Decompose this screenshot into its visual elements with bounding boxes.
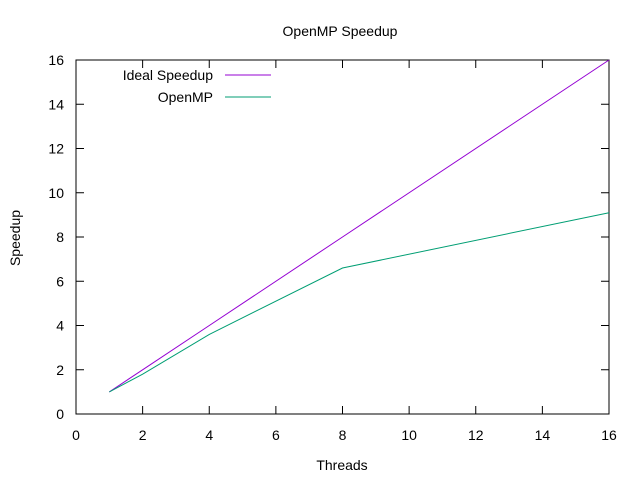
x-tick-label: 14 xyxy=(535,427,551,443)
x-tick-label: 12 xyxy=(468,427,484,443)
axis-tick-labels: 0 2 4 6 8 10 12 14 16 0 2 4 6 8 10 12 14 16 xyxy=(48,52,617,443)
x-tick-label: 4 xyxy=(205,427,213,443)
x-tick-label: 16 xyxy=(601,427,617,443)
x-tick-label: 2 xyxy=(139,427,147,443)
legend-label-ideal-speedup: Ideal Speedup xyxy=(123,67,214,83)
x-axis-label: Threads xyxy=(316,457,367,473)
y-tick-label: 8 xyxy=(56,229,64,245)
axis-ticks xyxy=(75,59,610,415)
y-tick-label: 14 xyxy=(48,96,64,112)
series-line-ideal-speedup xyxy=(109,59,610,393)
y-tick-label: 0 xyxy=(56,406,64,422)
y-tick-label: 2 xyxy=(56,362,64,378)
x-tick-label: 8 xyxy=(339,427,347,443)
series-line-openmp xyxy=(109,212,610,393)
y-tick-label: 4 xyxy=(56,318,64,334)
x-tick-label: 6 xyxy=(272,427,280,443)
x-tick-label: 10 xyxy=(401,427,417,443)
y-tick-label: 6 xyxy=(56,273,64,289)
y-tick-label: 12 xyxy=(48,141,64,157)
y-tick-label: 16 xyxy=(48,52,64,68)
legend-label-openmp: OpenMP xyxy=(158,89,213,105)
series-layer xyxy=(109,59,610,393)
chart-title: OpenMP Speedup xyxy=(283,23,398,39)
legend: Ideal Speedup OpenMP xyxy=(123,67,271,105)
y-tick-label: 10 xyxy=(48,185,64,201)
x-tick-label: 0 xyxy=(72,427,80,443)
y-axis-label: Speedup xyxy=(7,210,23,266)
